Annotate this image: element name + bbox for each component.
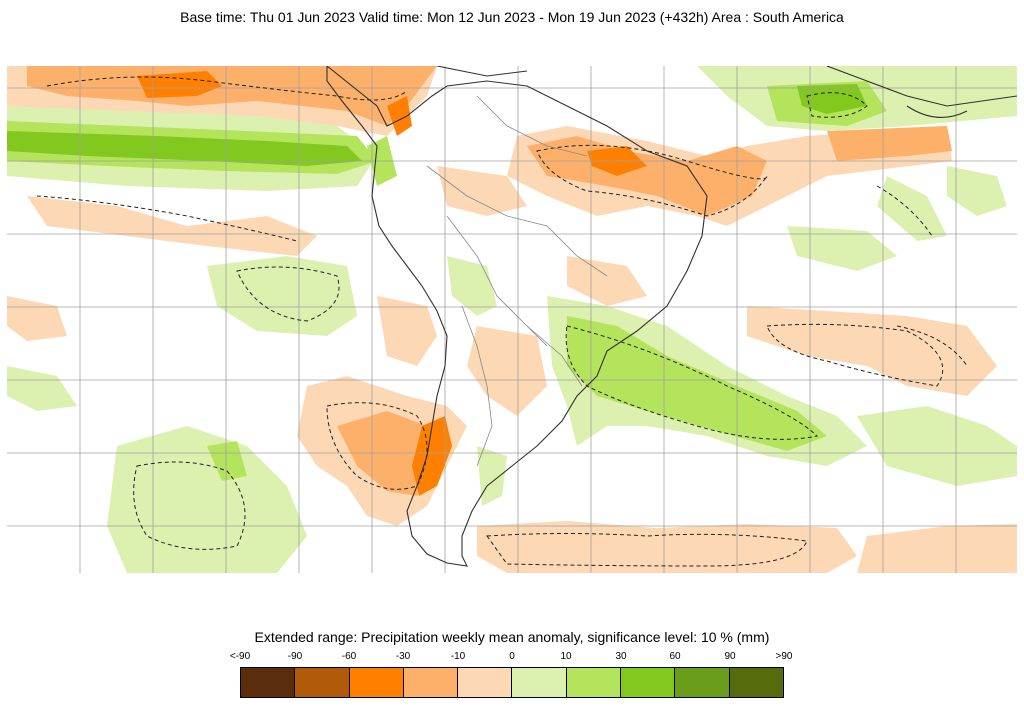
colorbar-swatch bbox=[511, 667, 566, 698]
coastlines bbox=[326, 66, 1017, 567]
colorbar-swatch bbox=[402, 667, 458, 698]
header-title: Base time: Thu 01 Jun 2023 Valid time: M… bbox=[180, 9, 844, 25]
colorbar-tick: -90 bbox=[287, 651, 303, 662]
colorbar-tick-labels: <-90 -90 -60 -30 -10 0 10 30 60 90 >90 bbox=[213, 651, 813, 665]
colorbar-tick: 10 bbox=[560, 651, 572, 662]
colorbar-tick: >90 bbox=[775, 651, 793, 662]
colorbar-tick: -10 bbox=[450, 651, 466, 662]
colorbar-swatch bbox=[565, 667, 621, 698]
country-borders bbox=[426, 95, 608, 467]
anomaly-negative-strong bbox=[137, 71, 647, 496]
precipitation-anomaly-map bbox=[7, 66, 1017, 573]
colorbar-swatch bbox=[620, 667, 675, 698]
colorbar-tick: -30 bbox=[395, 651, 411, 662]
colorbar-tick: <-90 bbox=[229, 651, 251, 662]
colorbar-swatch bbox=[294, 667, 349, 698]
colorbar-tick: 60 bbox=[669, 651, 681, 662]
colorbar-swatch bbox=[348, 667, 403, 698]
colorbar-tick: -60 bbox=[341, 651, 357, 662]
colorbar-title: Extended range: Precipitation weekly mea… bbox=[254, 629, 770, 645]
colorbar-tick: 0 bbox=[509, 651, 515, 662]
colorbar-swatch bbox=[728, 667, 784, 698]
colorbar bbox=[240, 667, 784, 698]
anomaly-positive-strong bbox=[7, 84, 867, 166]
colorbar-tick: 30 bbox=[615, 651, 627, 662]
colorbar-tick: 90 bbox=[724, 651, 736, 662]
colorbar-swatch bbox=[457, 667, 512, 698]
colorbar-swatch bbox=[674, 667, 729, 698]
graticule-lines bbox=[7, 66, 1017, 573]
colorbar-swatch bbox=[240, 667, 295, 698]
